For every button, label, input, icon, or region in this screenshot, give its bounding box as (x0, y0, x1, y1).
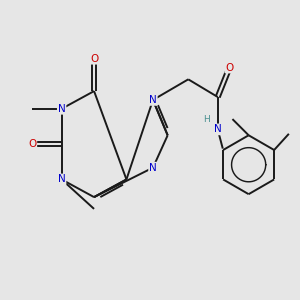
Text: H: H (203, 116, 210, 124)
Text: N: N (58, 104, 65, 114)
Text: O: O (28, 139, 36, 149)
Text: N: N (58, 174, 65, 184)
Text: O: O (225, 63, 234, 73)
Text: N: N (149, 163, 157, 173)
Text: N: N (149, 95, 157, 105)
Text: O: O (90, 54, 98, 64)
Text: N: N (214, 124, 222, 134)
